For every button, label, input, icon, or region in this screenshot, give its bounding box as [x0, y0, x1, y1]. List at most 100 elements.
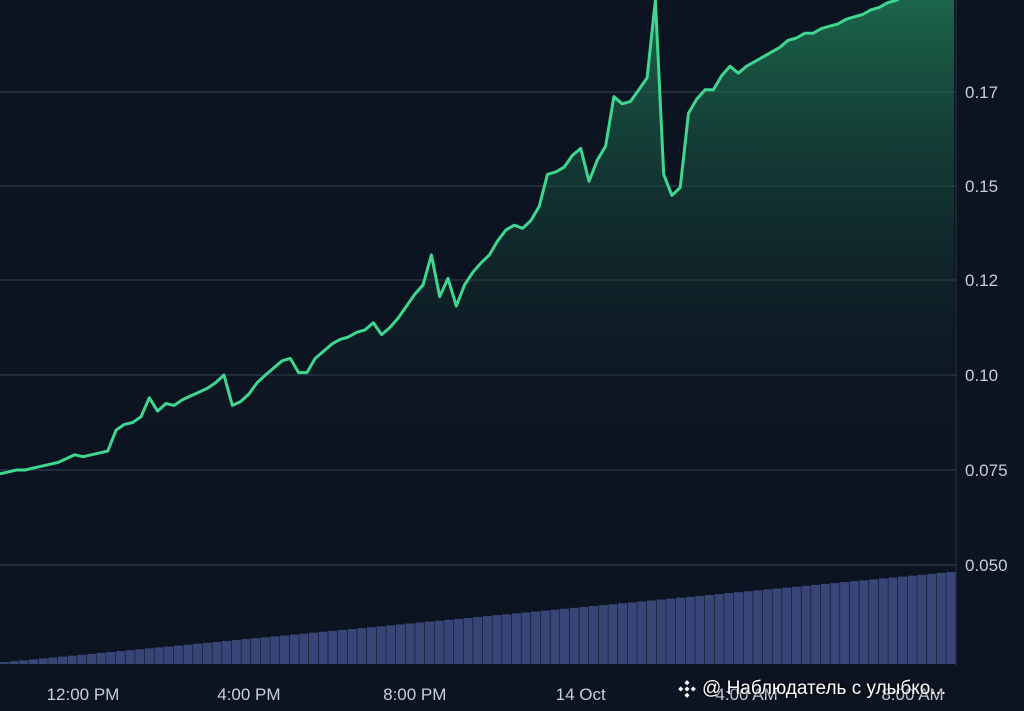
- volume-bar: [38, 658, 48, 664]
- price-area: [0, 0, 954, 474]
- volume-bar: [772, 588, 782, 664]
- volume-bar: [531, 611, 541, 664]
- volume-bar: [202, 642, 212, 664]
- volume-bar: [898, 576, 908, 664]
- volume-bar: [695, 595, 705, 664]
- volume-bar: [907, 575, 917, 664]
- volume-bar: [849, 581, 859, 664]
- volume-bar: [463, 618, 473, 664]
- volume-bar: [77, 654, 87, 664]
- volume-bar: [762, 589, 772, 664]
- volume-bar: [521, 612, 531, 664]
- volume-bar: [154, 647, 164, 664]
- volume-bar: [878, 578, 888, 664]
- x-tick-label: 12:00 PM: [47, 685, 120, 704]
- volume-bar: [260, 637, 270, 664]
- volume-bar: [502, 614, 512, 664]
- volume-bar: [569, 607, 579, 664]
- volume-bar: [115, 651, 125, 664]
- x-axis-ticks: 12:00 PM 4:00 PM 8:00 PM 14 Oct 4:00 AM 8:00 …: [47, 685, 944, 704]
- volume-bar: [540, 610, 550, 664]
- volume-bar: [608, 604, 618, 664]
- x-tick-label: 14 Oct: [556, 685, 606, 704]
- volume-bar: [173, 645, 183, 664]
- volume-bar: [299, 633, 309, 664]
- volume-bar: [869, 579, 879, 664]
- volume-bar: [0, 662, 10, 664]
- volume-bars: [0, 572, 956, 664]
- volume-bar: [357, 628, 367, 664]
- y-tick-label: 0.050: [965, 556, 1008, 575]
- volume-bar: [473, 617, 483, 664]
- volume-bar: [164, 646, 174, 664]
- volume-bar: [434, 620, 444, 664]
- volume-bar: [492, 615, 502, 664]
- volume-bar: [646, 600, 657, 664]
- volume-bar: [859, 580, 869, 664]
- y-tick-label: 0.12: [965, 271, 998, 290]
- volume-bar: [9, 661, 19, 664]
- volume-bar: [550, 609, 560, 664]
- volume-bar: [946, 572, 956, 664]
- volume-bar: [328, 630, 338, 664]
- volume-bar: [347, 629, 357, 664]
- x-tick-label: 8:00 AM: [881, 685, 943, 704]
- volume-bar: [733, 592, 743, 664]
- volume-bar: [415, 622, 425, 664]
- volume-bar: [511, 613, 521, 664]
- volume-bar: [231, 640, 241, 664]
- volume-bar: [309, 632, 319, 664]
- volume-bar: [589, 606, 599, 664]
- volume-bar: [270, 636, 280, 664]
- price-line: [0, 0, 900, 476]
- volume-bar: [704, 595, 714, 664]
- volume-bar: [125, 650, 135, 664]
- watermark: @ Наблюдатель с улыбко...: [678, 676, 946, 702]
- volume-bar: [753, 590, 763, 664]
- volume-bar: [724, 593, 734, 664]
- volume-bar: [927, 573, 937, 664]
- volume-bar: [386, 625, 396, 664]
- volume-bar: [135, 649, 145, 664]
- volume-bar: [251, 638, 261, 664]
- volume-bar: [801, 585, 811, 664]
- volume-bar: [183, 644, 193, 664]
- volume-bar: [453, 618, 463, 664]
- volume-bar: [86, 653, 96, 664]
- binance-logo-icon: [678, 680, 696, 698]
- y-tick-label: 0.075: [965, 461, 1008, 480]
- volume-bar: [444, 619, 454, 664]
- y-axis-ticks: 0.17 0.15 0.12 0.10 0.075 0.050: [965, 83, 1008, 575]
- volume-bar: [424, 621, 434, 664]
- volume-bar: [67, 655, 77, 664]
- volume-bar: [96, 652, 106, 664]
- volume-bar: [579, 606, 589, 664]
- volume-bar: [888, 577, 898, 664]
- volume-bar: [395, 624, 405, 664]
- volume-bar: [743, 591, 753, 664]
- volume-bar: [598, 605, 608, 664]
- volume-bar: [318, 631, 328, 664]
- volume-bar: [144, 648, 154, 664]
- volume-bar: [106, 652, 116, 664]
- volume-bar: [666, 598, 676, 664]
- volume-bar: [618, 603, 628, 664]
- volume-bar: [675, 597, 686, 664]
- volume-bar: [830, 583, 840, 664]
- volume-bar: [222, 641, 232, 664]
- volume-bar: [560, 608, 570, 664]
- volume-bar: [48, 657, 58, 664]
- volume-bar: [656, 599, 666, 664]
- x-tick-label: 4:00 AM: [715, 685, 777, 704]
- volume-bar: [637, 601, 647, 664]
- volume-bar: [791, 586, 801, 664]
- volume-bar: [366, 627, 377, 664]
- volume-bar: [57, 656, 67, 664]
- volume-bar: [405, 623, 415, 664]
- y-tick-label: 0.10: [965, 366, 998, 385]
- volume-bar: [811, 584, 821, 664]
- volume-bar: [212, 641, 222, 664]
- volume-bar: [714, 594, 724, 664]
- volume-bar: [917, 574, 927, 664]
